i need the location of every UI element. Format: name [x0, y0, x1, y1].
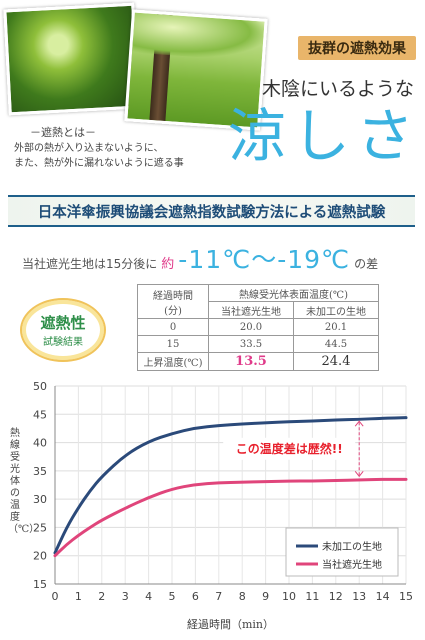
- annotation-text: この温度差は歴然!!: [236, 441, 343, 456]
- x-tick-label: 1: [75, 590, 82, 603]
- tree-photo-1: [3, 2, 140, 116]
- table-col-raw: 未加工の生地: [293, 301, 379, 319]
- difference-approx: 約: [161, 257, 175, 272]
- result-badge-subtitle: 試験結果: [43, 337, 83, 348]
- x-tick-label: 0: [52, 590, 59, 603]
- chart-x-axis-label: 経過時間（min）: [187, 618, 274, 631]
- x-tick-label: 4: [145, 590, 152, 603]
- series-line-1: [53, 416, 408, 555]
- definition-title: －遮熱とは－: [30, 126, 96, 139]
- table-row: 上昇温度(℃) 13.5 24.4: [137, 352, 379, 371]
- y-tick-label: 30: [33, 493, 47, 506]
- x-tick-label: 8: [239, 590, 246, 603]
- x-tick-label: 13: [352, 590, 366, 603]
- test-method-banner: 日本洋傘振興協議会遮熱指数試験方法による遮熱試験: [8, 195, 415, 227]
- x-tick-label: 3: [122, 590, 129, 603]
- x-tick-label: 14: [376, 590, 390, 603]
- definition-line: 外部の熱が入り込まないように、: [14, 143, 164, 154]
- x-tick-label: 9: [262, 590, 269, 603]
- x-tick-label: 5: [169, 590, 176, 603]
- difference-range: -11℃～-19℃: [178, 245, 351, 274]
- result-badge-title: 遮熱性: [40, 314, 86, 332]
- arrow-down-icon: [354, 471, 364, 478]
- difference-suffix: の差: [354, 257, 379, 271]
- table-col-ours: 当社遮光生地: [208, 301, 294, 319]
- table-header-time: 経過時間 (分): [137, 284, 209, 319]
- y-tick-label: 25: [33, 521, 47, 534]
- result-table: 経過時間 (分) 熱線受光体表面温度(℃) 当社遮光生地 未加工の生地 0 20.0…: [137, 284, 379, 371]
- annotation-box: [223, 437, 356, 460]
- legend-label: 当社遮光生地: [322, 558, 382, 571]
- effect-badge: 抜群の遮熱効果: [298, 36, 416, 60]
- y-tick-label: 45: [33, 408, 47, 421]
- legend-label: 未加工の生地: [322, 540, 382, 553]
- table-header-temp: 熱線受光体表面温度(℃): [208, 284, 379, 302]
- y-tick-label: 50: [33, 380, 47, 393]
- legend-box: [285, 527, 399, 577]
- x-tick-label: 6: [192, 590, 199, 603]
- x-tick-label: 7: [215, 590, 222, 603]
- subheading: 木陰にいるような: [262, 78, 415, 100]
- x-tick-label: 12: [329, 590, 343, 603]
- definition-line: また、熱が外に漏れないように遮る事: [14, 158, 184, 169]
- table-row: 0 20.0 20.1: [137, 318, 379, 336]
- x-tick-label: 10: [282, 590, 296, 603]
- temperature-difference: 当社遮光生地は15分後に 約 -11℃～-19℃ の差: [22, 240, 378, 274]
- series-line-2: [53, 477, 408, 558]
- table-row: 15 33.5 44.5: [137, 335, 379, 353]
- difference-prefix: 当社遮光生地は15分後に: [22, 257, 158, 271]
- definition-text: 外部の熱が入り込まないように、 また、熱が外に漏れないように遮る事: [14, 141, 184, 171]
- arrow-up-icon: [354, 420, 364, 427]
- main-heading: 涼しさ: [228, 102, 421, 170]
- y-tick-label: 35: [33, 465, 47, 478]
- result-badge: 遮熱性 試験結果: [20, 298, 106, 362]
- x-tick-label: 11: [305, 590, 319, 603]
- x-tick-label: 15: [399, 590, 413, 603]
- y-tick-label: 15: [33, 578, 47, 591]
- y-tick-label: 40: [33, 437, 47, 450]
- y-tick-label: 20: [33, 550, 47, 563]
- x-tick-label: 2: [98, 590, 105, 603]
